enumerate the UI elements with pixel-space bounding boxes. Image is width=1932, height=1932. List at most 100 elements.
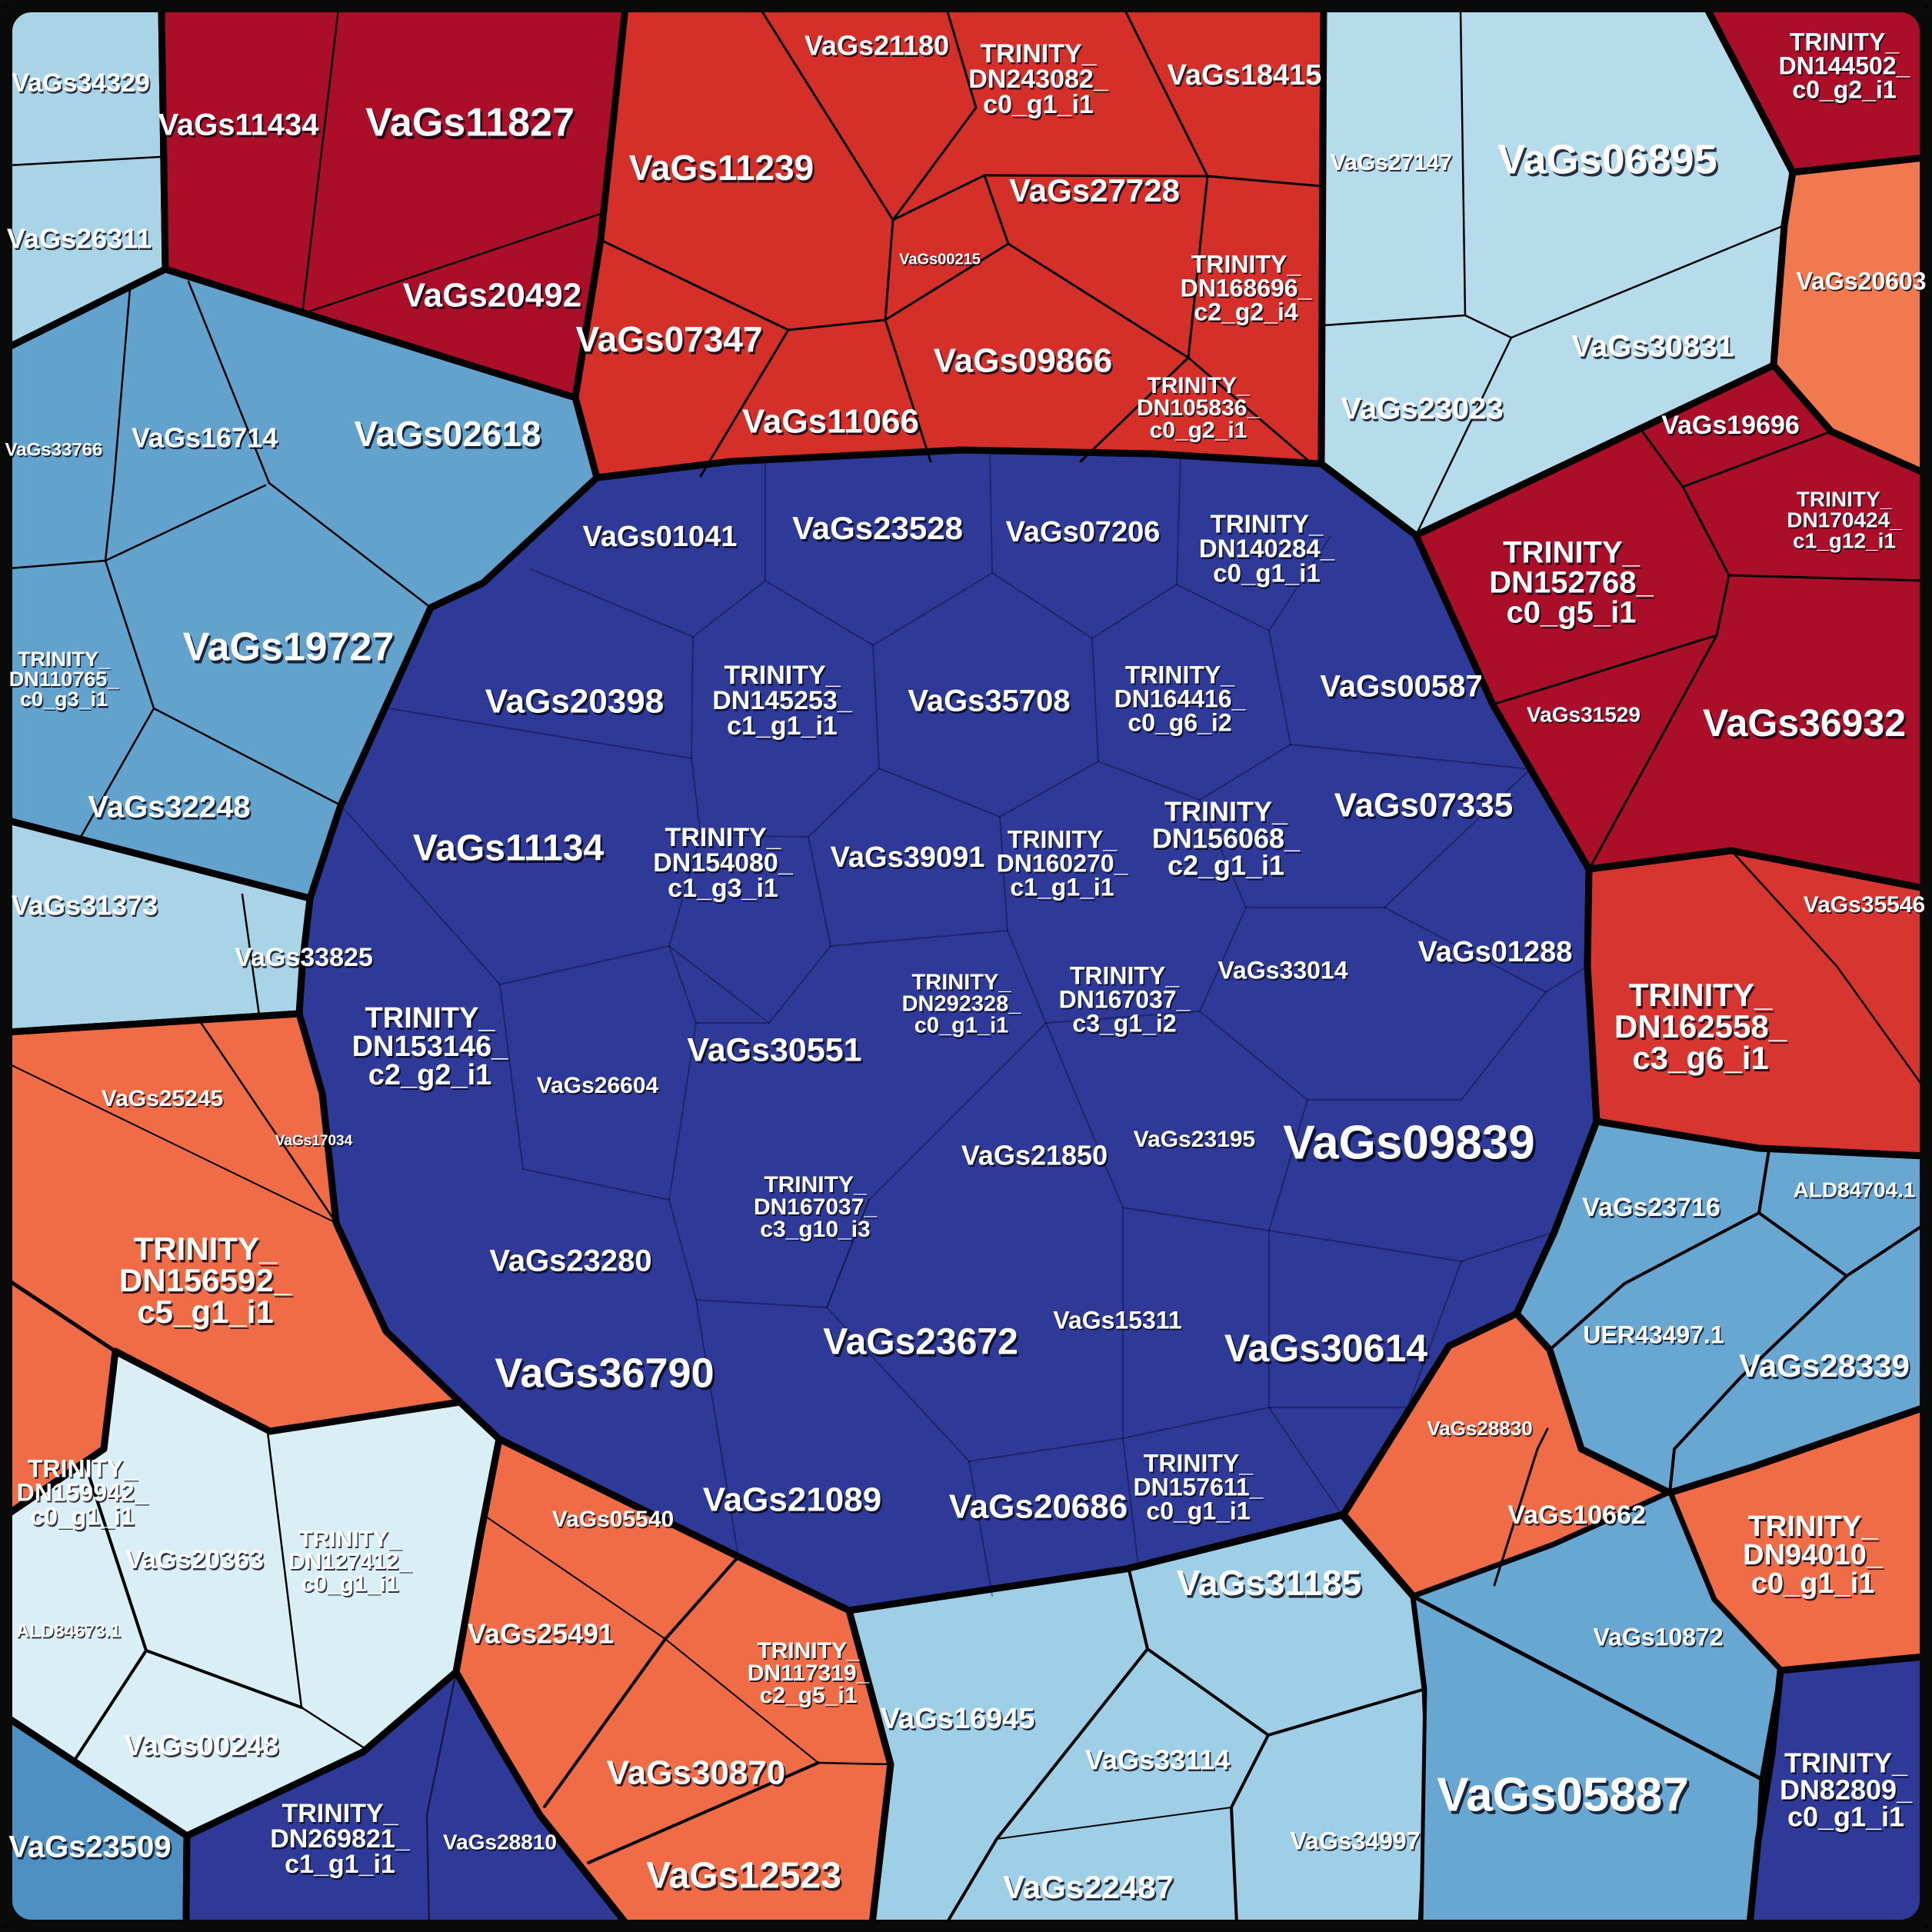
svg-text:VaGs00215: VaGs00215 [901,252,982,269]
svg-text:VaGs18415: VaGs18415 [1169,62,1324,94]
svg-text:c2_g5_i1: c2_g5_i1 [760,1683,858,1708]
svg-text:VaGs23023: VaGs23023 [1342,394,1504,428]
svg-text:VaGs32248: VaGs32248 [89,792,251,826]
svg-text:TRINITY_: TRINITY_ [1503,536,1641,570]
svg-text:DN168696_: DN168696_ [1181,276,1314,304]
svg-text:VaGs21089: VaGs21089 [705,1484,883,1521]
svg-text:c0_g1_i1: c0_g1_i1 [984,92,1095,121]
svg-text:VaGs12523: VaGs12523 [646,1856,841,1897]
svg-text:VaGs07206: VaGs07206 [1008,518,1162,551]
svg-text:DN94010_: DN94010_ [1743,1539,1884,1571]
svg-text:VaGs07206: VaGs07206 [1006,516,1161,548]
svg-text:DN154080_: DN154080_ [655,850,795,879]
svg-text:VaGs10662: VaGs10662 [1507,1501,1646,1530]
svg-text:VaGs20686: VaGs20686 [951,1491,1129,1528]
svg-text:c1_g12_i1: c1_g12_i1 [1793,528,1896,552]
svg-text:DN160270_: DN160270_ [998,851,1130,879]
svg-text:c1_g1_i1: c1_g1_i1 [286,1851,397,1880]
svg-text:VaGs06895: VaGs06895 [1497,136,1717,182]
svg-text:c0_g1_i1: c0_g1_i1 [1751,1567,1875,1600]
svg-text:VaGs20492: VaGs20492 [403,277,581,315]
svg-text:c2_g2_i1: c2_g2_i1 [368,1059,492,1091]
svg-text:VaGs36932: VaGs36932 [1705,705,1908,748]
svg-text:DN110765_: DN110765_ [10,669,121,692]
svg-text:VaGs10872: VaGs10872 [1594,1625,1724,1653]
svg-text:TRINITY_: TRINITY_ [18,648,111,671]
svg-text:TRINITY_: TRINITY_ [1145,1451,1255,1479]
svg-text:c0_g1_i1: c0_g1_i1 [1753,1570,1877,1602]
svg-text:DN152768_: DN152768_ [1491,568,1655,601]
svg-text:DN127412_: DN127412_ [288,1549,411,1574]
svg-text:VaGs31373: VaGs31373 [12,890,158,921]
svg-text:VaGs21850: VaGs21850 [963,1141,1109,1173]
svg-text:VaGs26311: VaGs26311 [7,223,152,255]
svg-text:TRINITY_: TRINITY_ [980,39,1097,68]
svg-text:VaGs23672: VaGs23672 [825,1324,1021,1365]
svg-text:VaGs34997: VaGs34997 [1291,1829,1421,1857]
svg-text:VaGs30551: VaGs30551 [689,1034,864,1071]
svg-text:DN292328_: DN292328_ [903,994,1023,1018]
svg-text:VaGs30614: VaGs30614 [1224,1327,1427,1370]
svg-text:TRINITY_: TRINITY_ [1127,663,1237,691]
svg-text:c3_g6_i1: c3_g6_i1 [1632,1040,1768,1076]
svg-text:VaGs33014: VaGs33014 [1219,958,1349,986]
svg-text:TRINITY_: TRINITY_ [765,1174,868,1199]
svg-text:c0_g1_i1: c0_g1_i1 [32,1504,135,1532]
svg-text:VaGs11134: VaGs11134 [415,831,606,871]
svg-text:VaGs32248: VaGs32248 [88,791,250,824]
svg-text:c3_g6_i1: c3_g6_i1 [1634,1042,1770,1078]
svg-text:VaGs23280: VaGs23280 [491,1246,653,1280]
svg-text:VaGs31529: VaGs31529 [1527,702,1641,726]
svg-text:VaGs21180: VaGs21180 [806,32,951,63]
svg-text:VaGs00215: VaGs00215 [899,251,981,268]
svg-text:TRINITY_: TRINITY_ [135,1233,279,1269]
svg-text:VaGs30551: VaGs30551 [687,1031,861,1068]
svg-text:TRINITY_: TRINITY_ [134,1231,278,1267]
svg-text:c0_g1_i1: c0_g1_i1 [302,1573,400,1598]
svg-text:VaGs19727: VaGs19727 [183,625,395,670]
svg-text:DN168696_: DN168696_ [1181,274,1313,301]
svg-text:TRINITY_: TRINITY_ [1166,798,1290,829]
svg-text:TRINITY_: TRINITY_ [28,1454,138,1482]
svg-text:TRINITY_: TRINITY_ [1125,661,1235,688]
svg-text:TRINITY_: TRINITY_ [1070,961,1180,989]
svg-text:c2_g1_i1: c2_g1_i1 [1168,850,1284,881]
svg-text:TRINITY_: TRINITY_ [912,971,1012,995]
svg-text:VaGs33014: VaGs33014 [1217,956,1347,984]
svg-text:TRINITY_: TRINITY_ [1504,538,1642,572]
svg-text:VaGs25491: VaGs25491 [469,1620,615,1651]
svg-text:DN82809_: DN82809_ [1781,1776,1914,1807]
svg-text:c0_g1_i1: c0_g1_i1 [983,90,1094,119]
svg-text:TRINITY_: TRINITY_ [1193,252,1303,280]
svg-text:TRINITY_: TRINITY_ [764,1172,867,1198]
svg-text:TRINITY_: TRINITY_ [300,1528,403,1554]
svg-text:VaGs23509: VaGs23509 [10,1832,172,1866]
svg-text:c3_g1_i2: c3_g1_i2 [1072,1009,1176,1037]
svg-text:DN269821_: DN269821_ [271,1826,412,1855]
svg-text:VaGs39091: VaGs39091 [831,841,985,874]
svg-text:VaGs33766: VaGs33766 [5,439,103,460]
svg-text:TRINITY_: TRINITY_ [1211,510,1324,538]
svg-text:VaGs34329: VaGs34329 [13,70,152,99]
svg-text:DN157611_: DN157611_ [1133,1473,1264,1501]
svg-text:c0_g5_i1: c0_g5_i1 [1508,598,1638,631]
svg-text:c0_g1_i1: c0_g1_i1 [1148,1499,1251,1527]
svg-text:DN127412_: DN127412_ [290,1551,413,1576]
svg-text:DN145253_: DN145253_ [712,686,853,715]
svg-text:VaGs31185: VaGs31185 [1178,1565,1363,1605]
svg-text:DN159942_: DN159942_ [18,1481,150,1508]
svg-text:VaGs28339: VaGs28339 [1740,1350,1911,1386]
svg-text:c0_g3_i1: c0_g3_i1 [21,689,108,712]
svg-text:VaGs35546: VaGs35546 [1804,894,1926,919]
svg-text:VaGs19696: VaGs19696 [1663,412,1801,441]
svg-text:VaGs28339: VaGs28339 [1739,1347,1910,1384]
svg-text:DN105836_: DN105836_ [1138,397,1261,422]
svg-text:VaGs25491: VaGs25491 [468,1618,614,1650]
svg-text:TRINITY_: TRINITY_ [281,1799,398,1828]
svg-text:VaGs26604: VaGs26604 [537,1073,659,1098]
svg-text:c1_g3_i1: c1_g3_i1 [669,875,780,904]
svg-text:VaGs23280: VaGs23280 [489,1244,651,1278]
svg-text:TRINITY_: TRINITY_ [1786,1749,1910,1780]
svg-text:c1_g1_i1: c1_g1_i1 [728,713,839,742]
svg-text:ALD84704.1: ALD84704.1 [1794,1179,1917,1203]
